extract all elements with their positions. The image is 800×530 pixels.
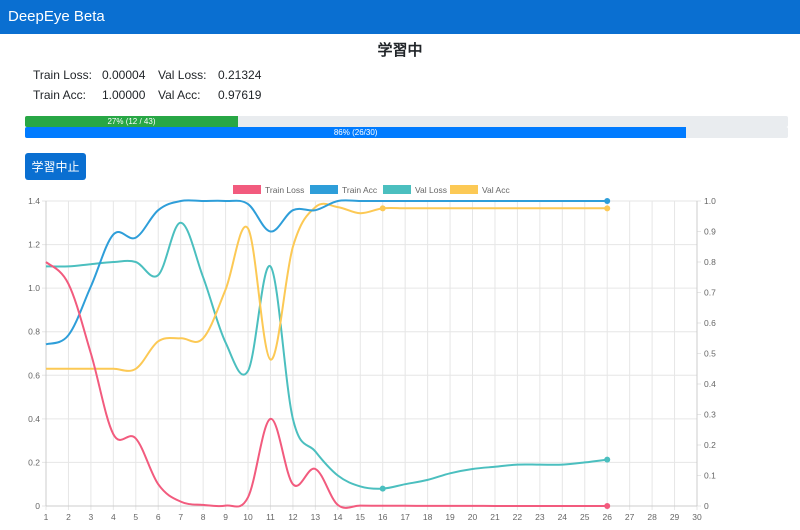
- val-acc-line: [45, 202, 608, 372]
- val-loss-point: [379, 485, 386, 492]
- val-loss-value: 0.21324: [218, 68, 262, 82]
- val-loss-last-point: [604, 456, 611, 463]
- train-loss-label: Train Loss:: [33, 68, 92, 82]
- x-tick-label: 7: [178, 512, 183, 522]
- legend-label: Train Loss: [265, 185, 304, 195]
- train-acc-value: 1.00000: [102, 88, 146, 102]
- training-chart: 1 2 3 4 5 6 7 8 9 10 11 12 13 14 15 16 17 18 19 20 21 22 23 24 2…: [28, 185, 716, 522]
- y-left-tick-label: 1.0: [28, 283, 40, 293]
- x-tick-label: 24: [558, 512, 568, 522]
- x-tick-label: 18: [423, 512, 433, 522]
- train-acc-last-point: [604, 198, 611, 204]
- x-tick-label: 11: [266, 512, 275, 522]
- x-tick-label: 8: [201, 512, 206, 522]
- x-tick-label: 17: [400, 512, 410, 522]
- x-tick-label: 20: [468, 512, 478, 522]
- legend-swatch: [450, 185, 478, 194]
- x-tick-label: 25: [580, 512, 590, 522]
- legend-swatch: [383, 185, 411, 194]
- legend-swatch: [233, 185, 261, 194]
- train-loss-line: [45, 261, 608, 509]
- x-tick-label: 1: [44, 512, 49, 522]
- legend-label: Train Acc: [342, 185, 378, 195]
- val-acc-value: 0.97619: [218, 88, 262, 102]
- y-right-tick-label: 0.6: [704, 318, 716, 328]
- val-acc-label: Val Acc:: [158, 88, 201, 102]
- y-left-tick-label: 0: [35, 501, 40, 511]
- x-tick-label: 10: [243, 512, 253, 522]
- x-tick-label: 5: [133, 512, 138, 522]
- epoch-progress-fill: 86% (26/30): [25, 127, 687, 138]
- train-acc-line: [45, 199, 608, 346]
- epoch-progress-bar: 86% (26/30): [25, 127, 788, 138]
- x-tick-label: 12: [288, 512, 298, 522]
- navbar: DeepEye Beta: [0, 0, 800, 34]
- train-loss-last-point: [604, 502, 611, 509]
- x-tick-label: 2: [66, 512, 71, 522]
- app-brand[interactable]: DeepEye Beta: [8, 8, 105, 25]
- y-right-tick-label: 0.1: [704, 471, 716, 481]
- batch-progress-bar: 27% (12 / 43): [25, 116, 788, 127]
- chart-legend: Train Loss Train Acc Val Loss Val Acc: [233, 185, 510, 195]
- train-loss-value: 0.00004: [102, 68, 146, 82]
- val-loss-label: Val Loss:: [158, 68, 207, 82]
- val-acc-last-point: [604, 205, 611, 212]
- y-left-tick-label: 0.4: [28, 414, 40, 424]
- val-loss-line: [45, 221, 608, 490]
- x-tick-label: 9: [223, 512, 228, 522]
- stop-training-button[interactable]: 学習中止: [25, 153, 86, 180]
- legend-swatch: [310, 185, 338, 194]
- x-tick-label: 28: [647, 512, 657, 522]
- legend-label: Val Acc: [482, 185, 510, 195]
- y-left-tick-label: 1.2: [28, 240, 40, 250]
- batch-progress-fill: 27% (12 / 43): [25, 116, 238, 127]
- x-tick-label: 22: [513, 512, 523, 522]
- x-tick-label: 16: [378, 512, 388, 522]
- x-tick-label: 27: [625, 512, 635, 522]
- x-tick-label: 15: [356, 512, 366, 522]
- x-tick-label: 19: [445, 512, 455, 522]
- x-tick-label: 3: [89, 512, 94, 522]
- val-acc-point: [379, 205, 386, 212]
- y-right-tick-label: 0.2: [704, 440, 716, 450]
- train-acc-label: Train Acc:: [33, 88, 86, 102]
- y-right-tick-label: 0.3: [704, 410, 716, 420]
- y-left-tick-label: 0.2: [28, 457, 40, 467]
- x-tick-label: 29: [670, 512, 680, 522]
- chart-grid: [42, 200, 701, 510]
- y-right-tick-label: 0.5: [704, 349, 716, 359]
- y-right-tick-label: 0.7: [704, 288, 716, 298]
- x-tick-label: 14: [333, 512, 343, 522]
- y-left-tick-label: 0.6: [28, 370, 40, 380]
- y-right-tick-label: 1.0: [704, 196, 716, 206]
- x-tick-label: 30: [692, 512, 702, 522]
- x-tick-label: 23: [535, 512, 545, 522]
- x-tick-label: 6: [156, 512, 161, 522]
- y-left-tick-label: 1.4: [28, 196, 40, 206]
- y-left-tick-label: 0.8: [28, 327, 40, 337]
- x-tick-label: 13: [311, 512, 321, 522]
- x-tick-label: 26: [602, 512, 612, 522]
- y-right-tick-label: 0: [704, 501, 709, 511]
- x-tick-label: 21: [490, 512, 500, 522]
- y-right-tick-label: 0.9: [704, 227, 716, 237]
- training-status-title: 学習中: [377, 42, 423, 59]
- x-tick-label: 4: [111, 512, 116, 522]
- legend-label: Val Loss: [415, 185, 447, 195]
- y-right-tick-label: 0.4: [704, 379, 716, 389]
- y-right-tick-label: 0.8: [704, 257, 716, 267]
